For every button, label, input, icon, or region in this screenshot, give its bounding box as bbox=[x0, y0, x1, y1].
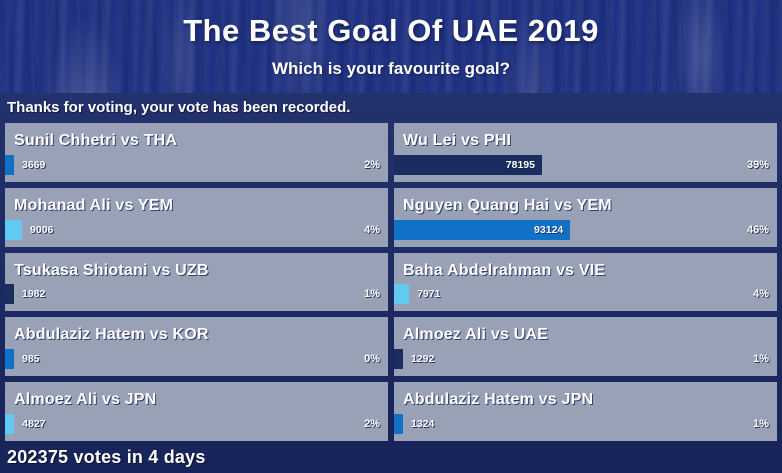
vote-count: 3669 bbox=[22, 158, 46, 171]
option-result-row: 985 0% bbox=[5, 349, 388, 370]
poll-option[interactable]: Sunil Chhetri vs THA 3669 2% bbox=[5, 123, 388, 182]
vote-count: 1292 bbox=[411, 353, 435, 366]
vote-bar: 1292 bbox=[394, 349, 434, 370]
poll-option[interactable]: Nguyen Quang Hai vs YEM 93124 46% bbox=[394, 187, 777, 247]
vote-count: 9006 bbox=[30, 223, 54, 236]
vote-percent: 1% bbox=[364, 288, 380, 301]
option-result-row: 78195 39% bbox=[394, 154, 777, 175]
option-label: Nguyen Quang Hai vs YEM bbox=[403, 196, 612, 214]
option-result-row: 1292 1% bbox=[394, 349, 777, 370]
option-label: Baha Abdelrahman vs VIE bbox=[403, 261, 606, 279]
vote-percent: 4% bbox=[364, 223, 380, 236]
vote-percent: 39% bbox=[746, 158, 769, 171]
vote-count: 7971 bbox=[417, 288, 441, 301]
poll-option[interactable]: Abdulaziz Hatem vs KOR 985 0% bbox=[5, 317, 388, 377]
vote-percent: 2% bbox=[364, 417, 380, 430]
option-label: Almoez Ali vs UAE bbox=[403, 326, 549, 344]
vote-bar: 1324 bbox=[394, 413, 434, 434]
vote-count: 1324 bbox=[411, 417, 435, 430]
vote-bar: 7971 bbox=[394, 284, 440, 305]
option-label: Mohanad Ali vs YEM bbox=[14, 196, 174, 214]
option-result-row: 7971 4% bbox=[394, 284, 777, 305]
option-label: Abdulaziz Hatem vs KOR bbox=[14, 326, 209, 344]
option-result-row: 3669 2% bbox=[5, 154, 388, 175]
poll-option[interactable]: Mohanad Ali vs YEM 9006 4% bbox=[5, 187, 388, 247]
page-subtitle: Which is your favourite goal? bbox=[271, 59, 511, 78]
vote-count: 1982 bbox=[22, 288, 46, 301]
vote-percent: 0% bbox=[364, 353, 380, 366]
option-label: Tsukasa Shiotani vs UZB bbox=[14, 261, 209, 279]
vote-percent: 4% bbox=[753, 288, 769, 301]
vote-count: 4827 bbox=[22, 417, 46, 430]
vote-percent: 46% bbox=[746, 223, 769, 236]
vote-bar: 4827 bbox=[5, 413, 46, 434]
poll-option[interactable]: Wu Lei vs PHI 78195 39% bbox=[394, 123, 777, 182]
option-result-row: 1324 1% bbox=[394, 413, 777, 434]
option-result-row: 4827 2% bbox=[5, 413, 388, 434]
option-label: Abdulaziz Hatem vs JPN bbox=[403, 391, 594, 409]
option-result-row: 1982 1% bbox=[5, 284, 388, 305]
total-votes-summary: 202375 votes in 4 days bbox=[7, 447, 206, 467]
header: The Best Goal Of UAE 2019 Which is your … bbox=[0, 0, 782, 79]
vote-bar: 3669 bbox=[5, 154, 45, 175]
poll-options-grid: Sunil Chhetri vs THA 3669 2% Mohanad Ali… bbox=[5, 123, 777, 441]
option-label: Wu Lei vs PHI bbox=[403, 132, 512, 149]
page-title: The Best Goal Of UAE 2019 bbox=[183, 13, 599, 48]
poll-option[interactable]: Almoez Ali vs UAE 1292 1% bbox=[394, 317, 777, 377]
poll-option[interactable]: Almoez Ali vs JPN 4827 2% bbox=[5, 382, 388, 441]
vote-percent: 1% bbox=[753, 417, 769, 430]
vote-bar: 9006 bbox=[5, 219, 53, 240]
option-label: Almoez Ali vs JPN bbox=[14, 391, 157, 409]
poll-option[interactable]: Abdulaziz Hatem vs JPN 1324 1% bbox=[394, 382, 777, 441]
option-result-row: 93124 46% bbox=[394, 219, 777, 240]
poll-widget: Thanks for voting, your vote has been re… bbox=[0, 93, 782, 473]
vote-bar: 1982 bbox=[5, 284, 45, 305]
option-label: Sunil Chhetri vs THA bbox=[14, 132, 178, 149]
vote-count: 78195 bbox=[505, 158, 535, 171]
vote-percent: 1% bbox=[753, 353, 769, 366]
poll-option[interactable]: Tsukasa Shiotani vs UZB 1982 1% bbox=[5, 252, 388, 312]
vote-bar: 985 bbox=[5, 349, 40, 370]
vote-count: 985 bbox=[22, 353, 40, 366]
vote-percent: 2% bbox=[364, 158, 380, 171]
vote-count: 93124 bbox=[534, 223, 564, 236]
vote-bar: 78195 bbox=[394, 154, 542, 175]
vote-bar: 93124 bbox=[394, 219, 571, 240]
option-result-row: 9006 4% bbox=[5, 219, 388, 240]
vote-status-message: Thanks for voting, your vote has been re… bbox=[7, 99, 351, 116]
poll-option[interactable]: Baha Abdelrahman vs VIE 7971 4% bbox=[394, 252, 777, 312]
